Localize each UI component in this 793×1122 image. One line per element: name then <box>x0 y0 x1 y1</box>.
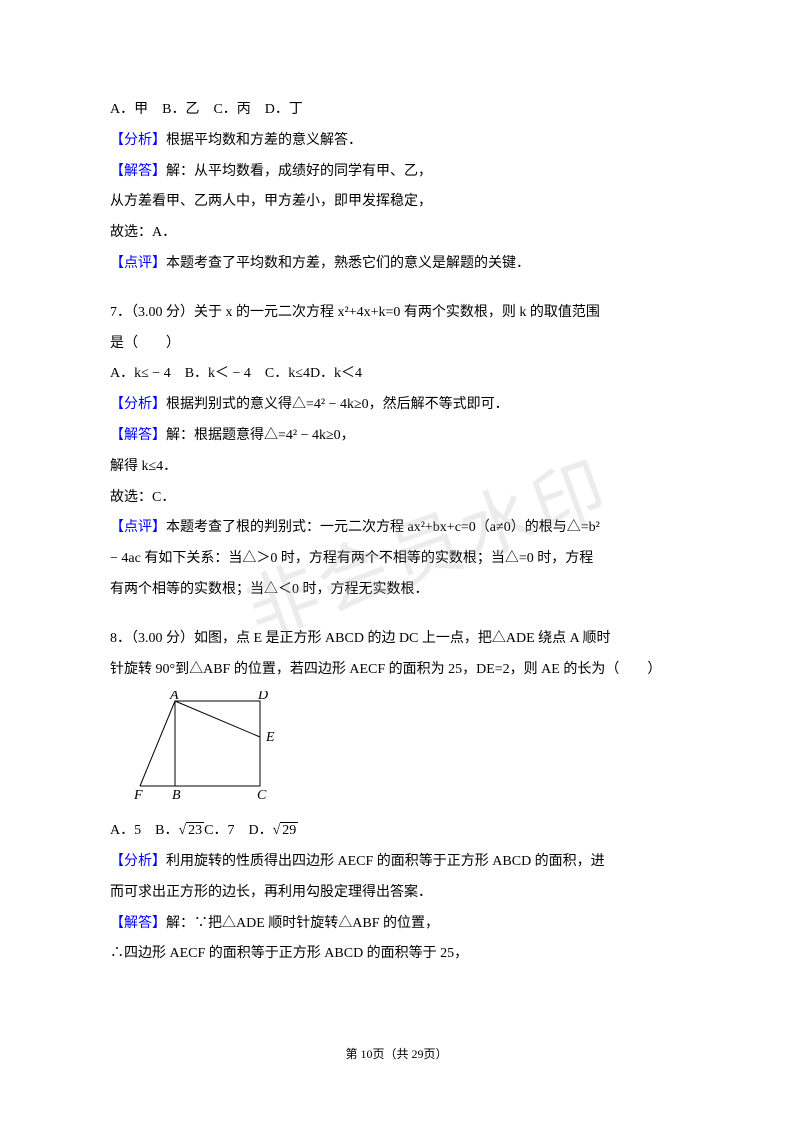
q7-answer-1: 【解答】解：根据题意得△=4² − 4k≥0， <box>110 421 683 452</box>
q7-stem-2: 是（ ） <box>110 329 683 360</box>
label-answer: 【解答】 <box>110 916 166 931</box>
q7-review-2: − 4ac 有如下关系：当△＞0 时，方程有两个不相等的实数根；当△=0 时，方… <box>110 544 683 575</box>
label-review: 【点评】 <box>110 520 166 535</box>
q7-analysis-text: 根据判别式的意义得△=4² − 4k≥0，然后解不等式即可． <box>166 397 509 412</box>
q6-analysis: 【分析】根据平均数和方差的意义解答． <box>110 126 683 157</box>
q6-answer-text1: 解：从平均数看，成绩好的同学有甲、乙， <box>166 164 432 179</box>
q6-answer-2: 从方差看甲、乙两人中，甲方差小，即甲发挥稳定， <box>110 187 683 218</box>
q8-opt-mid: C．7 D． <box>204 823 272 838</box>
q6-answer-1: 【解答】解：从平均数看，成绩好的同学有甲、乙， <box>110 157 683 188</box>
label-answer: 【解答】 <box>110 428 166 443</box>
label-c: C <box>257 788 267 801</box>
spacer <box>110 606 683 624</box>
spacer <box>110 280 683 298</box>
q7-answer-2: 解得 k≤4． <box>110 452 683 483</box>
line-ae <box>175 701 260 737</box>
q6-review-text: 本题考查了平均数和方差，熟悉它们的意义是解题的关键． <box>166 256 530 271</box>
label-analysis: 【分析】 <box>110 397 166 412</box>
q8-analysis-1: 【分析】利用旋转的性质得出四边形 AECF 的面积等于正方形 ABCD 的面积，… <box>110 847 683 878</box>
q7-review-1: 【点评】本题考查了根的判别式：一元二次方程 ax²+bx+c=0（a≠0）的根与… <box>110 513 683 544</box>
square-abcd <box>175 701 260 786</box>
q8-analysis-text1: 利用旋转的性质得出四边形 AECF 的面积等于正方形 ABCD 的面积，进 <box>166 854 605 869</box>
q8-analysis-2: 而可求出正方形的边长，再利用勾股定理得出答案． <box>110 878 683 909</box>
q7-answer-3: 故选：C． <box>110 483 683 514</box>
q6-options: A．甲 B．乙 C．丙 D．丁 <box>110 95 683 126</box>
q8-opt-prefix: A．5 B． <box>110 823 178 838</box>
label-d: D <box>257 691 268 703</box>
label-analysis: 【分析】 <box>110 854 166 869</box>
label-f: F <box>133 788 143 801</box>
q6-analysis-text: 根据平均数和方差的意义解答． <box>166 133 362 148</box>
q7-options: A．k≤ − 4 B．k＜ − 4 C．k≤4D．k＜4 <box>110 359 683 390</box>
label-answer: 【解答】 <box>110 164 166 179</box>
label-analysis: 【分析】 <box>110 133 166 148</box>
q8-answer-1: 【解答】解：∵把△ADE 顺时针旋转△ABF 的位置， <box>110 909 683 940</box>
q8-answer-text1: 解：∵把△ADE 顺时针旋转△ABF 的位置， <box>166 916 439 931</box>
label-review: 【点评】 <box>110 256 166 271</box>
q7-answer-text1: 解：根据题意得△=4² − 4k≥0， <box>166 428 355 443</box>
q7-review-text1: 本题考查了根的判别式：一元二次方程 ax²+bx+c=0（a≠0）的根与△=b² <box>166 520 600 535</box>
q7-analysis: 【分析】根据判别式的意义得△=4² − 4k≥0，然后解不等式即可． <box>110 390 683 421</box>
radicand-23: 23 <box>186 822 204 838</box>
q6-answer-3: 故选：A． <box>110 218 683 249</box>
sqrt-icon: √23 <box>178 816 204 847</box>
q8-answer-2: ∴四边形 AECF 的面积等于正方形 ABCD 的面积等于 25， <box>110 939 683 970</box>
geometry-diagram: A D E F B C <box>130 691 290 801</box>
q8-stem-2: 针旋转 90°到△ABF 的位置，若四边形 AECF 的面积为 25，DE=2，… <box>110 655 683 686</box>
radicand-29: 29 <box>280 822 298 838</box>
label-a: A <box>169 691 179 703</box>
q6-review: 【点评】本题考查了平均数和方差，熟悉它们的意义是解题的关键． <box>110 249 683 280</box>
q8-stem-1: 8．（3.00 分）如图，点 E 是正方形 ABCD 的边 DC 上一点，把△A… <box>110 624 683 655</box>
q7-review-3: 有两个相等的实数根；当△＜0 时，方程无实数根． <box>110 575 683 606</box>
q8-options: A．5 B．√23C．7 D．√29 <box>110 816 683 847</box>
q7-stem-1: 7．（3.00 分）关于 x 的一元二次方程 x²+4x+k=0 有两个实数根，… <box>110 298 683 329</box>
sqrt-icon: √29 <box>273 816 299 847</box>
label-e: E <box>265 730 275 745</box>
label-b: B <box>172 788 181 801</box>
page-footer: 第 10页（共 29页） <box>0 1041 793 1067</box>
line-af <box>140 701 175 786</box>
q8-figure: A D E F B C <box>130 691 683 814</box>
